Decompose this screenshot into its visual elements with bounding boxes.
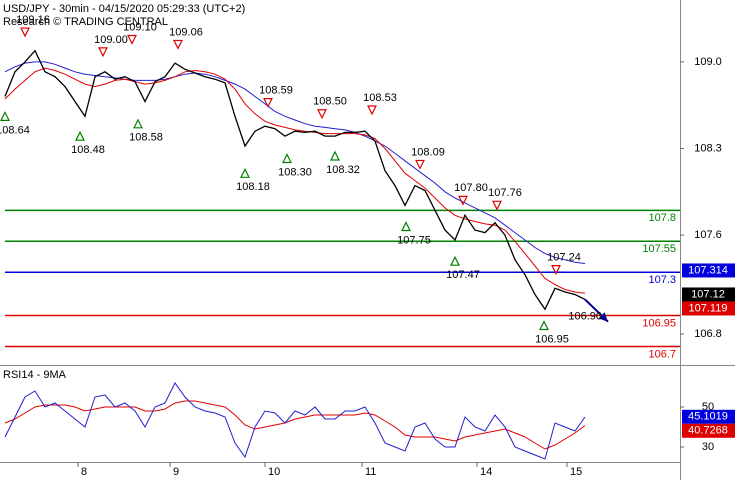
- pivot-label: 108.48: [71, 144, 105, 156]
- price-tag: [682, 287, 735, 302]
- price-tag: [682, 409, 735, 424]
- forecast-label: 106.90: [568, 311, 602, 323]
- forecast-arrowhead: [598, 312, 608, 322]
- price-tag: [682, 423, 735, 438]
- pivot-marker: [20, 27, 30, 38]
- y-tick-label: 108.3: [694, 142, 722, 154]
- pivot-marker: [450, 255, 460, 266]
- series-line: [4, 49, 586, 311]
- pivot-label: 107.80: [454, 182, 488, 194]
- pivot-marker: [133, 118, 143, 129]
- pivot-label: 108.50: [313, 96, 347, 108]
- level-label: 107.3: [648, 274, 676, 286]
- pivot-marker: [401, 221, 411, 232]
- pivot-marker: [282, 153, 292, 164]
- pivot-label: 107.24: [547, 252, 581, 264]
- pivot-marker: [98, 47, 108, 58]
- pivot-marker: [492, 200, 502, 211]
- series-line: [4, 67, 586, 294]
- price-tag-label: 45.1019: [688, 411, 728, 423]
- pivot-label: 107.75: [397, 234, 431, 246]
- series-line: [4, 61, 586, 264]
- y-tick-label: 107.6: [694, 229, 722, 241]
- pivot-label: 109.00: [94, 34, 128, 46]
- price-tag-label: 40.7268: [688, 425, 728, 437]
- pivot-marker: [539, 320, 549, 331]
- price-tag-label: 107.119: [689, 302, 728, 314]
- y-tick-label: 30: [702, 441, 714, 453]
- pivot-label: 108.32: [326, 164, 360, 176]
- pivot-label: 107.76: [488, 187, 522, 199]
- pivot-label: 109.16: [16, 14, 50, 26]
- series-line: [4, 382, 586, 460]
- chart-title: USD/JPY - 30min - 04/15/2020 05:29:33 (U…: [3, 3, 245, 15]
- pivot-marker: [317, 109, 327, 120]
- pivot-marker: [458, 195, 468, 206]
- x-tick-label: 11: [365, 466, 376, 478]
- pivot-marker: [415, 159, 425, 170]
- x-tick-label: 15: [570, 466, 582, 478]
- pivot-label: 108.53: [363, 92, 397, 104]
- price-tag-label: 107.314: [688, 264, 728, 276]
- pivot-marker: [0, 111, 10, 122]
- pivot-label: 107.47: [446, 269, 480, 281]
- price-tag-label: 107.12: [691, 288, 725, 300]
- x-tick-label: 14: [480, 466, 492, 478]
- pivot-marker: [263, 97, 273, 108]
- pivot-label: 109.10: [123, 21, 157, 33]
- pivot-marker: [173, 39, 183, 50]
- chart-subtitle: Research © TRADING CENTRAL: [3, 16, 168, 28]
- pivot-marker: [551, 265, 561, 275]
- pivot-marker: [127, 34, 137, 45]
- pivot-label: 109.06: [169, 26, 203, 38]
- pivot-marker: [367, 105, 377, 116]
- pivot-label: 108.59: [259, 84, 293, 96]
- pivot-label: 108.18: [236, 181, 270, 193]
- pivot-label: 106.95: [535, 333, 569, 345]
- pivot-marker: [240, 167, 250, 178]
- level-label: 106.7: [648, 348, 676, 360]
- y-tick-label: 109.0: [694, 56, 722, 68]
- pivot-label: 108.58: [129, 132, 163, 144]
- rsi-title: RSI14 - 9MA: [3, 369, 67, 381]
- x-tick-label: 9: [173, 466, 179, 478]
- pivot-marker: [75, 130, 85, 141]
- x-tick-label: 8: [81, 466, 87, 478]
- pivot-label: 108.09: [411, 146, 445, 158]
- price-tag: [682, 301, 735, 316]
- level-label: 107.8: [648, 212, 676, 224]
- series-line: [4, 400, 586, 450]
- level-label: 107.55: [642, 243, 676, 255]
- y-tick-label: 106.8: [694, 328, 722, 340]
- x-tick-label: 10: [268, 466, 280, 478]
- pivot-label: 108.64: [0, 124, 30, 136]
- level-label: 106.95: [642, 317, 676, 329]
- price-tag: [682, 263, 735, 278]
- pivot-label: 108.30: [278, 166, 312, 178]
- pivot-marker: [330, 150, 340, 161]
